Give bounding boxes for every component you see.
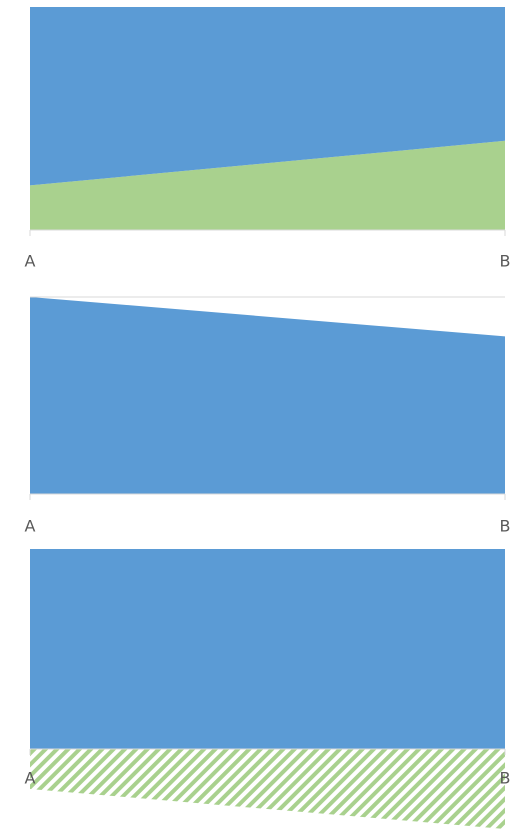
x-tick-label: A	[25, 252, 36, 271]
area	[30, 297, 505, 494]
area	[30, 749, 505, 829]
x-tick-label: B	[500, 769, 511, 788]
x-tick-label: B	[500, 517, 511, 536]
x-tick-label: B	[500, 252, 511, 271]
x-tick-label: A	[25, 517, 36, 536]
area	[30, 140, 505, 230]
x-tick-label: A	[25, 769, 36, 788]
area	[30, 7, 505, 186]
area	[30, 549, 505, 749]
